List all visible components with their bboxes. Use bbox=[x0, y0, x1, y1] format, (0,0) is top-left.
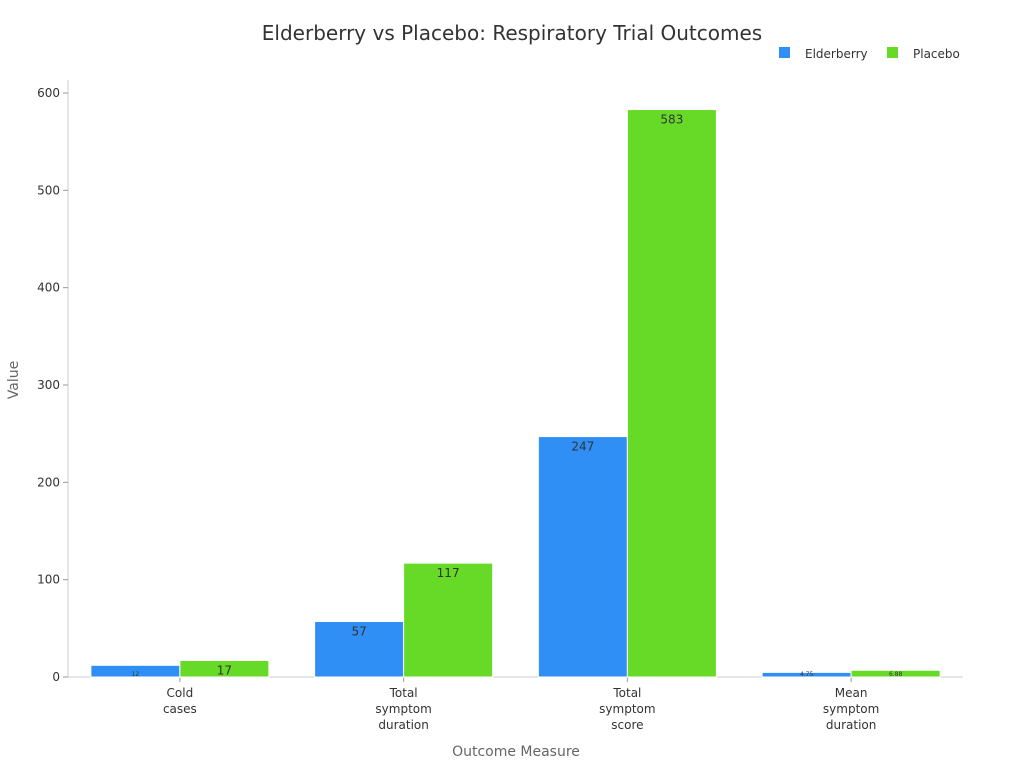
y-tick-label: 100 bbox=[37, 573, 60, 587]
data-label: 4.75 bbox=[800, 671, 814, 678]
x-tick-label: cases bbox=[163, 702, 197, 716]
y-tick-label: 200 bbox=[37, 475, 60, 489]
x-tick-label: Cold bbox=[167, 686, 194, 700]
bar-elderberry bbox=[537, 436, 628, 678]
x-tick-label: Mean bbox=[835, 686, 868, 700]
x-tick-label: duration bbox=[826, 718, 877, 732]
chart-title: Elderberry vs Placebo: Respiratory Trial… bbox=[262, 21, 762, 45]
y-tick-label: 600 bbox=[37, 86, 60, 100]
data-label: 17 bbox=[217, 663, 232, 677]
y-tick-label: 0 bbox=[52, 670, 60, 684]
legend-label: Placebo bbox=[913, 47, 960, 61]
bar-placebo bbox=[179, 659, 270, 678]
legend-swatch bbox=[779, 47, 790, 58]
bar-placebo bbox=[626, 109, 717, 678]
bar-placebo bbox=[403, 562, 494, 678]
x-tick-label: duration bbox=[378, 718, 429, 732]
y-tick-label: 500 bbox=[37, 183, 60, 197]
data-label: 57 bbox=[351, 625, 366, 639]
x-tick-label: symptom bbox=[599, 702, 655, 716]
data-label: 247 bbox=[571, 440, 594, 454]
x-axis-label: Outcome Measure bbox=[452, 744, 580, 760]
x-tick-label: score bbox=[611, 718, 643, 732]
legend-swatch bbox=[887, 47, 898, 58]
data-label: 583 bbox=[660, 113, 683, 127]
legend-label: Elderberry bbox=[805, 47, 868, 61]
data-label: 6.88 bbox=[889, 671, 903, 678]
y-tick-label: 400 bbox=[37, 281, 60, 295]
x-tick-label: Total bbox=[389, 686, 418, 700]
data-label: 12 bbox=[132, 671, 140, 678]
bar-elderberry bbox=[314, 621, 405, 678]
x-tick-label: symptom bbox=[375, 702, 431, 716]
y-tick-label: 300 bbox=[37, 378, 60, 392]
x-tick-label: symptom bbox=[823, 702, 879, 716]
data-label: 117 bbox=[437, 566, 460, 580]
bar-placebo bbox=[850, 669, 941, 678]
y-axis-label: Value bbox=[6, 361, 22, 399]
x-tick-label: Total bbox=[612, 686, 641, 700]
